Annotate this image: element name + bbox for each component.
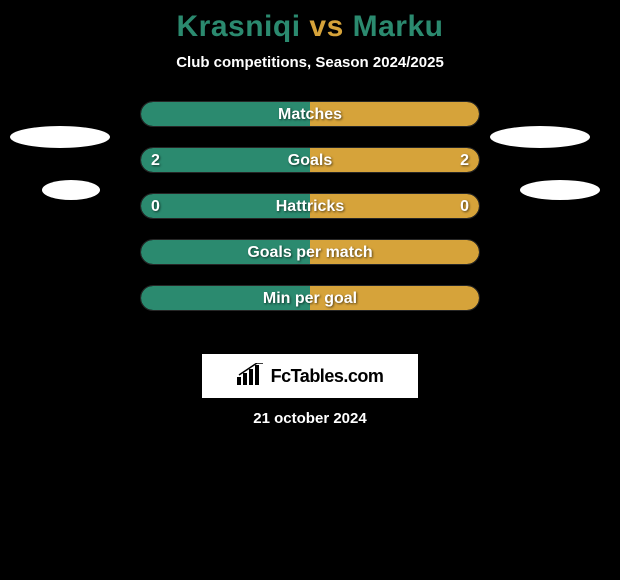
stat-bar-track: Min per goal xyxy=(140,285,480,311)
decorative-ellipse xyxy=(10,126,110,148)
logo-text: FcTables.com xyxy=(271,366,384,387)
stat-bar-left-fill xyxy=(141,194,310,218)
logo-box: FcTables.com xyxy=(202,354,418,398)
stat-bar-track: Matches xyxy=(140,101,480,127)
stat-bar-left-fill xyxy=(141,286,310,310)
stat-bar-right-fill xyxy=(310,240,479,264)
stat-row: Goals22 xyxy=(0,147,620,173)
stat-row: Hattricks00 xyxy=(0,193,620,219)
decorative-ellipse xyxy=(490,126,590,148)
title-player2: Marku xyxy=(353,10,444,43)
stat-bar-left-fill xyxy=(141,102,310,126)
container: Krasniqi vs Marku Club competitions, Sea… xyxy=(0,0,620,580)
stat-bar-right-fill xyxy=(310,102,479,126)
page-title: Krasniqi vs Marku xyxy=(0,0,620,44)
stat-value-left: 2 xyxy=(151,148,160,173)
logo-inner: FcTables.com xyxy=(237,363,384,390)
stat-bar-track: Hattricks00 xyxy=(140,193,480,219)
title-vs: vs xyxy=(309,10,343,43)
stat-bar-left-fill xyxy=(141,148,310,172)
stat-bar-track: Goals22 xyxy=(140,147,480,173)
stat-bar-right-fill xyxy=(310,194,479,218)
subtitle: Club competitions, Season 2024/2025 xyxy=(0,54,620,71)
decorative-ellipse xyxy=(42,180,100,200)
stat-bar-left-fill xyxy=(141,240,310,264)
stat-row: Goals per match xyxy=(0,239,620,265)
stat-row: Matches xyxy=(0,101,620,127)
stat-bar-right-fill xyxy=(310,148,479,172)
chart-icon xyxy=(237,363,265,390)
stat-value-right: 2 xyxy=(460,148,469,173)
decorative-ellipse xyxy=(520,180,600,200)
stat-value-left: 0 xyxy=(151,194,160,219)
stat-bar-track: Goals per match xyxy=(140,239,480,265)
date: 21 october 2024 xyxy=(0,410,620,427)
stat-bar-right-fill xyxy=(310,286,479,310)
title-player1: Krasniqi xyxy=(177,10,301,43)
stat-value-right: 0 xyxy=(460,194,469,219)
stat-row: Min per goal xyxy=(0,285,620,311)
